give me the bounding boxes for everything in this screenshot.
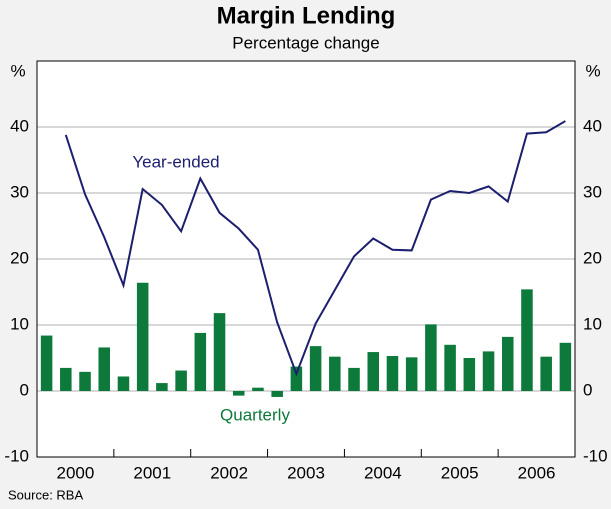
y-tick-label: -10 <box>4 446 29 465</box>
bar <box>405 357 418 391</box>
x-tick-label: 2005 <box>441 463 479 482</box>
bar <box>213 313 226 391</box>
y2-tick-label: 10 <box>583 314 602 333</box>
bar <box>156 383 168 391</box>
y-unit-left: % <box>10 61 25 80</box>
bar <box>444 344 456 391</box>
y-tick-label: 40 <box>10 116 29 135</box>
bar <box>271 391 283 397</box>
bar <box>463 358 476 391</box>
bar <box>329 356 341 391</box>
x-tick-label: 2001 <box>133 463 171 482</box>
bar <box>482 351 495 391</box>
bar <box>540 356 552 391</box>
plot-frame <box>36 60 576 458</box>
y-tick-label: 20 <box>10 248 29 267</box>
x-tick-label: 2006 <box>518 463 556 482</box>
chart-subtitle: Percentage change <box>232 33 379 52</box>
y2-tick-label: 30 <box>583 182 602 201</box>
chart-title: Margin Lending <box>217 2 396 29</box>
y2-tick-label: 40 <box>583 116 602 135</box>
bar <box>79 371 91 391</box>
y-unit-right: % <box>585 61 600 80</box>
bar <box>559 342 572 391</box>
bar <box>136 282 149 391</box>
bar <box>60 367 72 391</box>
bar <box>386 356 399 391</box>
source: Source: RBA <box>8 487 83 502</box>
bar <box>40 335 53 391</box>
y-tick-label: 10 <box>10 314 29 333</box>
y2-tick-label: -10 <box>583 446 608 465</box>
x-tick-label: 2000 <box>57 463 95 482</box>
bar <box>252 387 264 391</box>
x-tick-label: 2002 <box>210 463 248 482</box>
bar <box>232 391 245 396</box>
bar <box>194 332 207 391</box>
bar <box>98 347 111 391</box>
bar <box>309 346 322 391</box>
bar <box>425 324 437 391</box>
bar <box>348 367 360 391</box>
y2-tick-label: 0 <box>583 380 592 399</box>
bar <box>521 289 533 391</box>
y-tick-label: 30 <box>10 182 29 201</box>
bar <box>290 366 303 391</box>
line <box>64 120 566 377</box>
bar <box>117 376 130 391</box>
x-tick-label: 2004 <box>364 463 402 482</box>
line-label: Year-ended <box>132 152 219 171</box>
bar <box>367 352 380 391</box>
y-tick-label: 0 <box>20 380 29 399</box>
x-tick-label: 2003 <box>287 463 325 482</box>
y2-tick-label: 20 <box>583 248 602 267</box>
bar-label: Quarterly <box>220 405 290 424</box>
bar <box>501 336 514 391</box>
bar <box>175 370 187 391</box>
